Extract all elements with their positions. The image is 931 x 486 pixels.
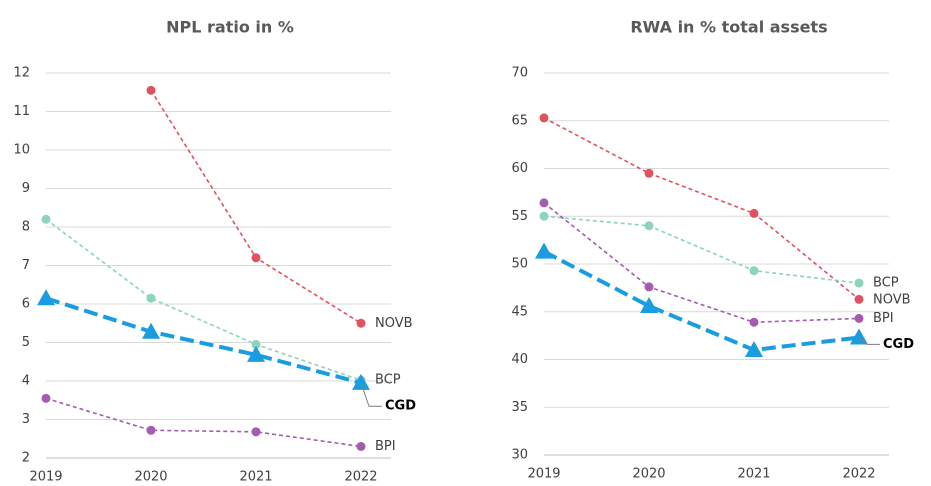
series-label: BCP [873, 276, 899, 291]
y-tick-label: 55 [511, 209, 528, 224]
x-tick-label: 2019 [29, 470, 62, 485]
marker [251, 253, 261, 263]
y-tick-label: 30 [511, 448, 528, 463]
y-tick-label: 8 [22, 220, 30, 235]
marker [644, 282, 654, 292]
series-label: BPI [375, 439, 396, 454]
marker [37, 289, 55, 306]
y-tick-label: 11 [13, 104, 30, 119]
marker [41, 393, 51, 403]
y-tick-label: 5 [22, 335, 30, 350]
y-tick-label: 2 [22, 451, 30, 466]
y-tick-label: 12 [13, 66, 30, 81]
marker [251, 427, 261, 437]
y-tick-label: 45 [511, 304, 528, 319]
marker [356, 318, 366, 328]
series-label: NOVB [873, 293, 911, 308]
marker [146, 293, 156, 303]
series-line [543, 249, 860, 352]
chart-title: RWA in % total assets [630, 18, 827, 37]
series-line [543, 202, 860, 324]
marker [640, 297, 658, 314]
marker [749, 208, 759, 218]
leader-line [360, 382, 382, 407]
marker [644, 168, 654, 178]
series-line [543, 117, 860, 300]
y-tick-label: 10 [13, 143, 30, 158]
y-tick-label: 9 [22, 181, 30, 196]
y-tick-label: 6 [22, 297, 30, 312]
marker [356, 441, 366, 451]
marker [251, 339, 261, 349]
y-tick-label: 65 [511, 113, 528, 128]
series-label: BPI [873, 311, 894, 326]
x-tick-label: 2020 [632, 467, 665, 482]
y-tick-label: 7 [22, 258, 30, 273]
marker [41, 214, 51, 224]
marker [749, 266, 759, 276]
marker [850, 328, 868, 345]
marker [749, 317, 759, 327]
leader-line [858, 337, 880, 345]
marker [247, 345, 265, 362]
y-tick-label: 4 [22, 374, 30, 389]
y-tick-label: 40 [511, 352, 528, 367]
marker [854, 313, 864, 323]
marker [146, 85, 156, 95]
y-tick-label: 35 [511, 400, 528, 415]
x-tick-label: 2022 [344, 470, 377, 485]
x-tick-label: 2022 [842, 467, 875, 482]
marker [745, 340, 763, 357]
marker [352, 373, 370, 390]
marker [539, 211, 549, 221]
series-line [150, 89, 362, 324]
marker [142, 322, 160, 339]
x-tick-label: 2020 [134, 470, 167, 485]
y-tick-label: 60 [511, 161, 528, 176]
y-tick-label: 3 [22, 412, 30, 427]
y-tick-label: 50 [511, 257, 528, 272]
series-label: NOVB [375, 316, 413, 331]
marker [854, 278, 864, 288]
y-tick-label: 70 [511, 66, 528, 81]
marker [539, 113, 549, 123]
x-tick-label: 2021 [239, 470, 272, 485]
series-line [45, 397, 362, 448]
marker [146, 425, 156, 435]
marker [539, 198, 549, 208]
series-line [45, 218, 362, 381]
marker [644, 221, 654, 231]
series-label: BCP [375, 373, 401, 388]
series-label: CGD [883, 337, 914, 352]
marker [535, 242, 553, 259]
series-line [45, 296, 362, 385]
x-tick-label: 2021 [737, 467, 770, 482]
series-line [543, 215, 860, 284]
x-tick-label: 2019 [527, 467, 560, 482]
marker [854, 294, 864, 304]
chart-title: NPL ratio in % [166, 18, 294, 37]
series-label: CGD [385, 399, 416, 414]
